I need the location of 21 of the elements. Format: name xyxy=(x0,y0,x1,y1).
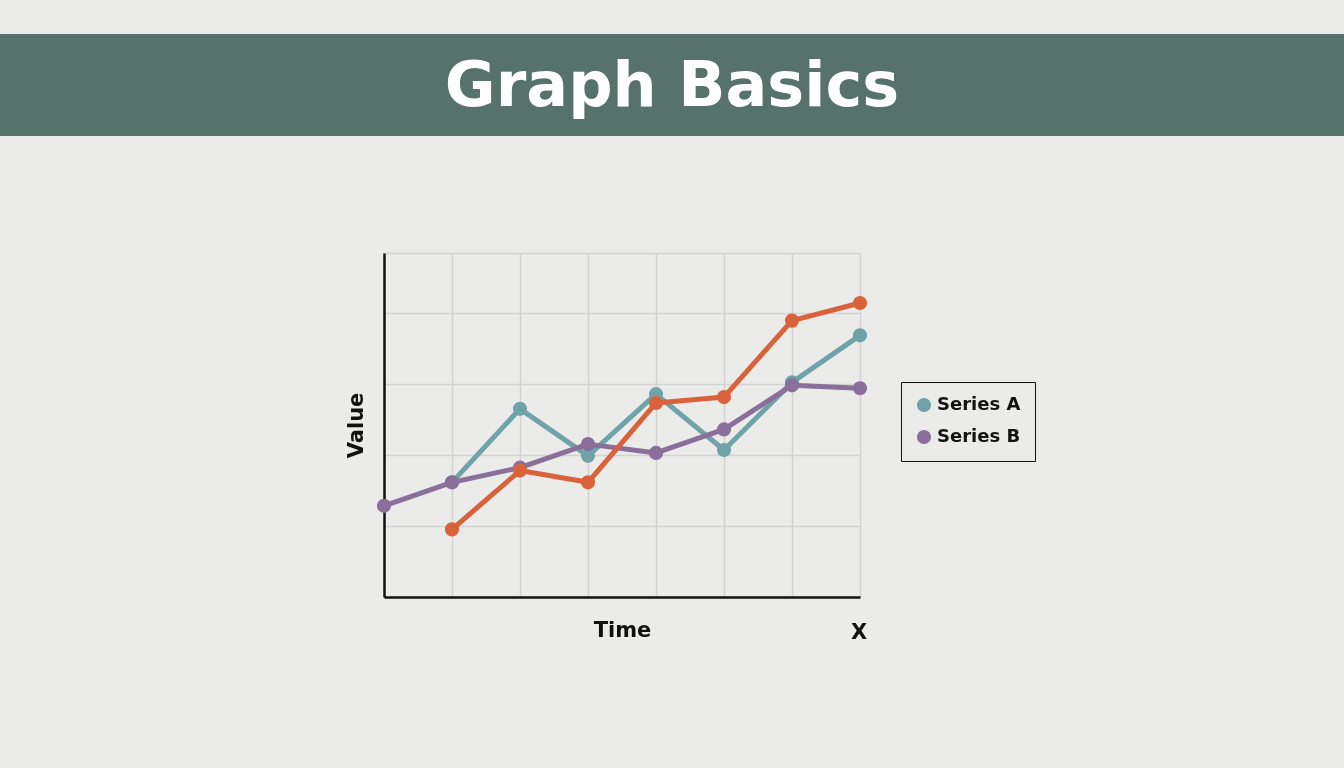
y-axis-title: Value xyxy=(343,392,368,459)
legend-label: Series A xyxy=(937,393,1021,414)
point xyxy=(648,445,664,460)
point xyxy=(580,475,596,490)
point xyxy=(716,442,732,458)
point xyxy=(716,390,732,405)
point xyxy=(580,448,596,463)
chart-title: Graph Basics xyxy=(0,34,1344,136)
point xyxy=(580,437,596,452)
legend-label: Series B xyxy=(937,425,1021,446)
point xyxy=(512,401,528,416)
point xyxy=(784,313,800,328)
text: X xyxy=(851,620,868,644)
point xyxy=(376,498,392,513)
point xyxy=(852,295,868,311)
point xyxy=(852,328,868,343)
point xyxy=(444,522,460,537)
point xyxy=(716,422,732,437)
point xyxy=(852,381,868,396)
point xyxy=(648,395,664,411)
x-axis-title: Time xyxy=(593,617,652,642)
